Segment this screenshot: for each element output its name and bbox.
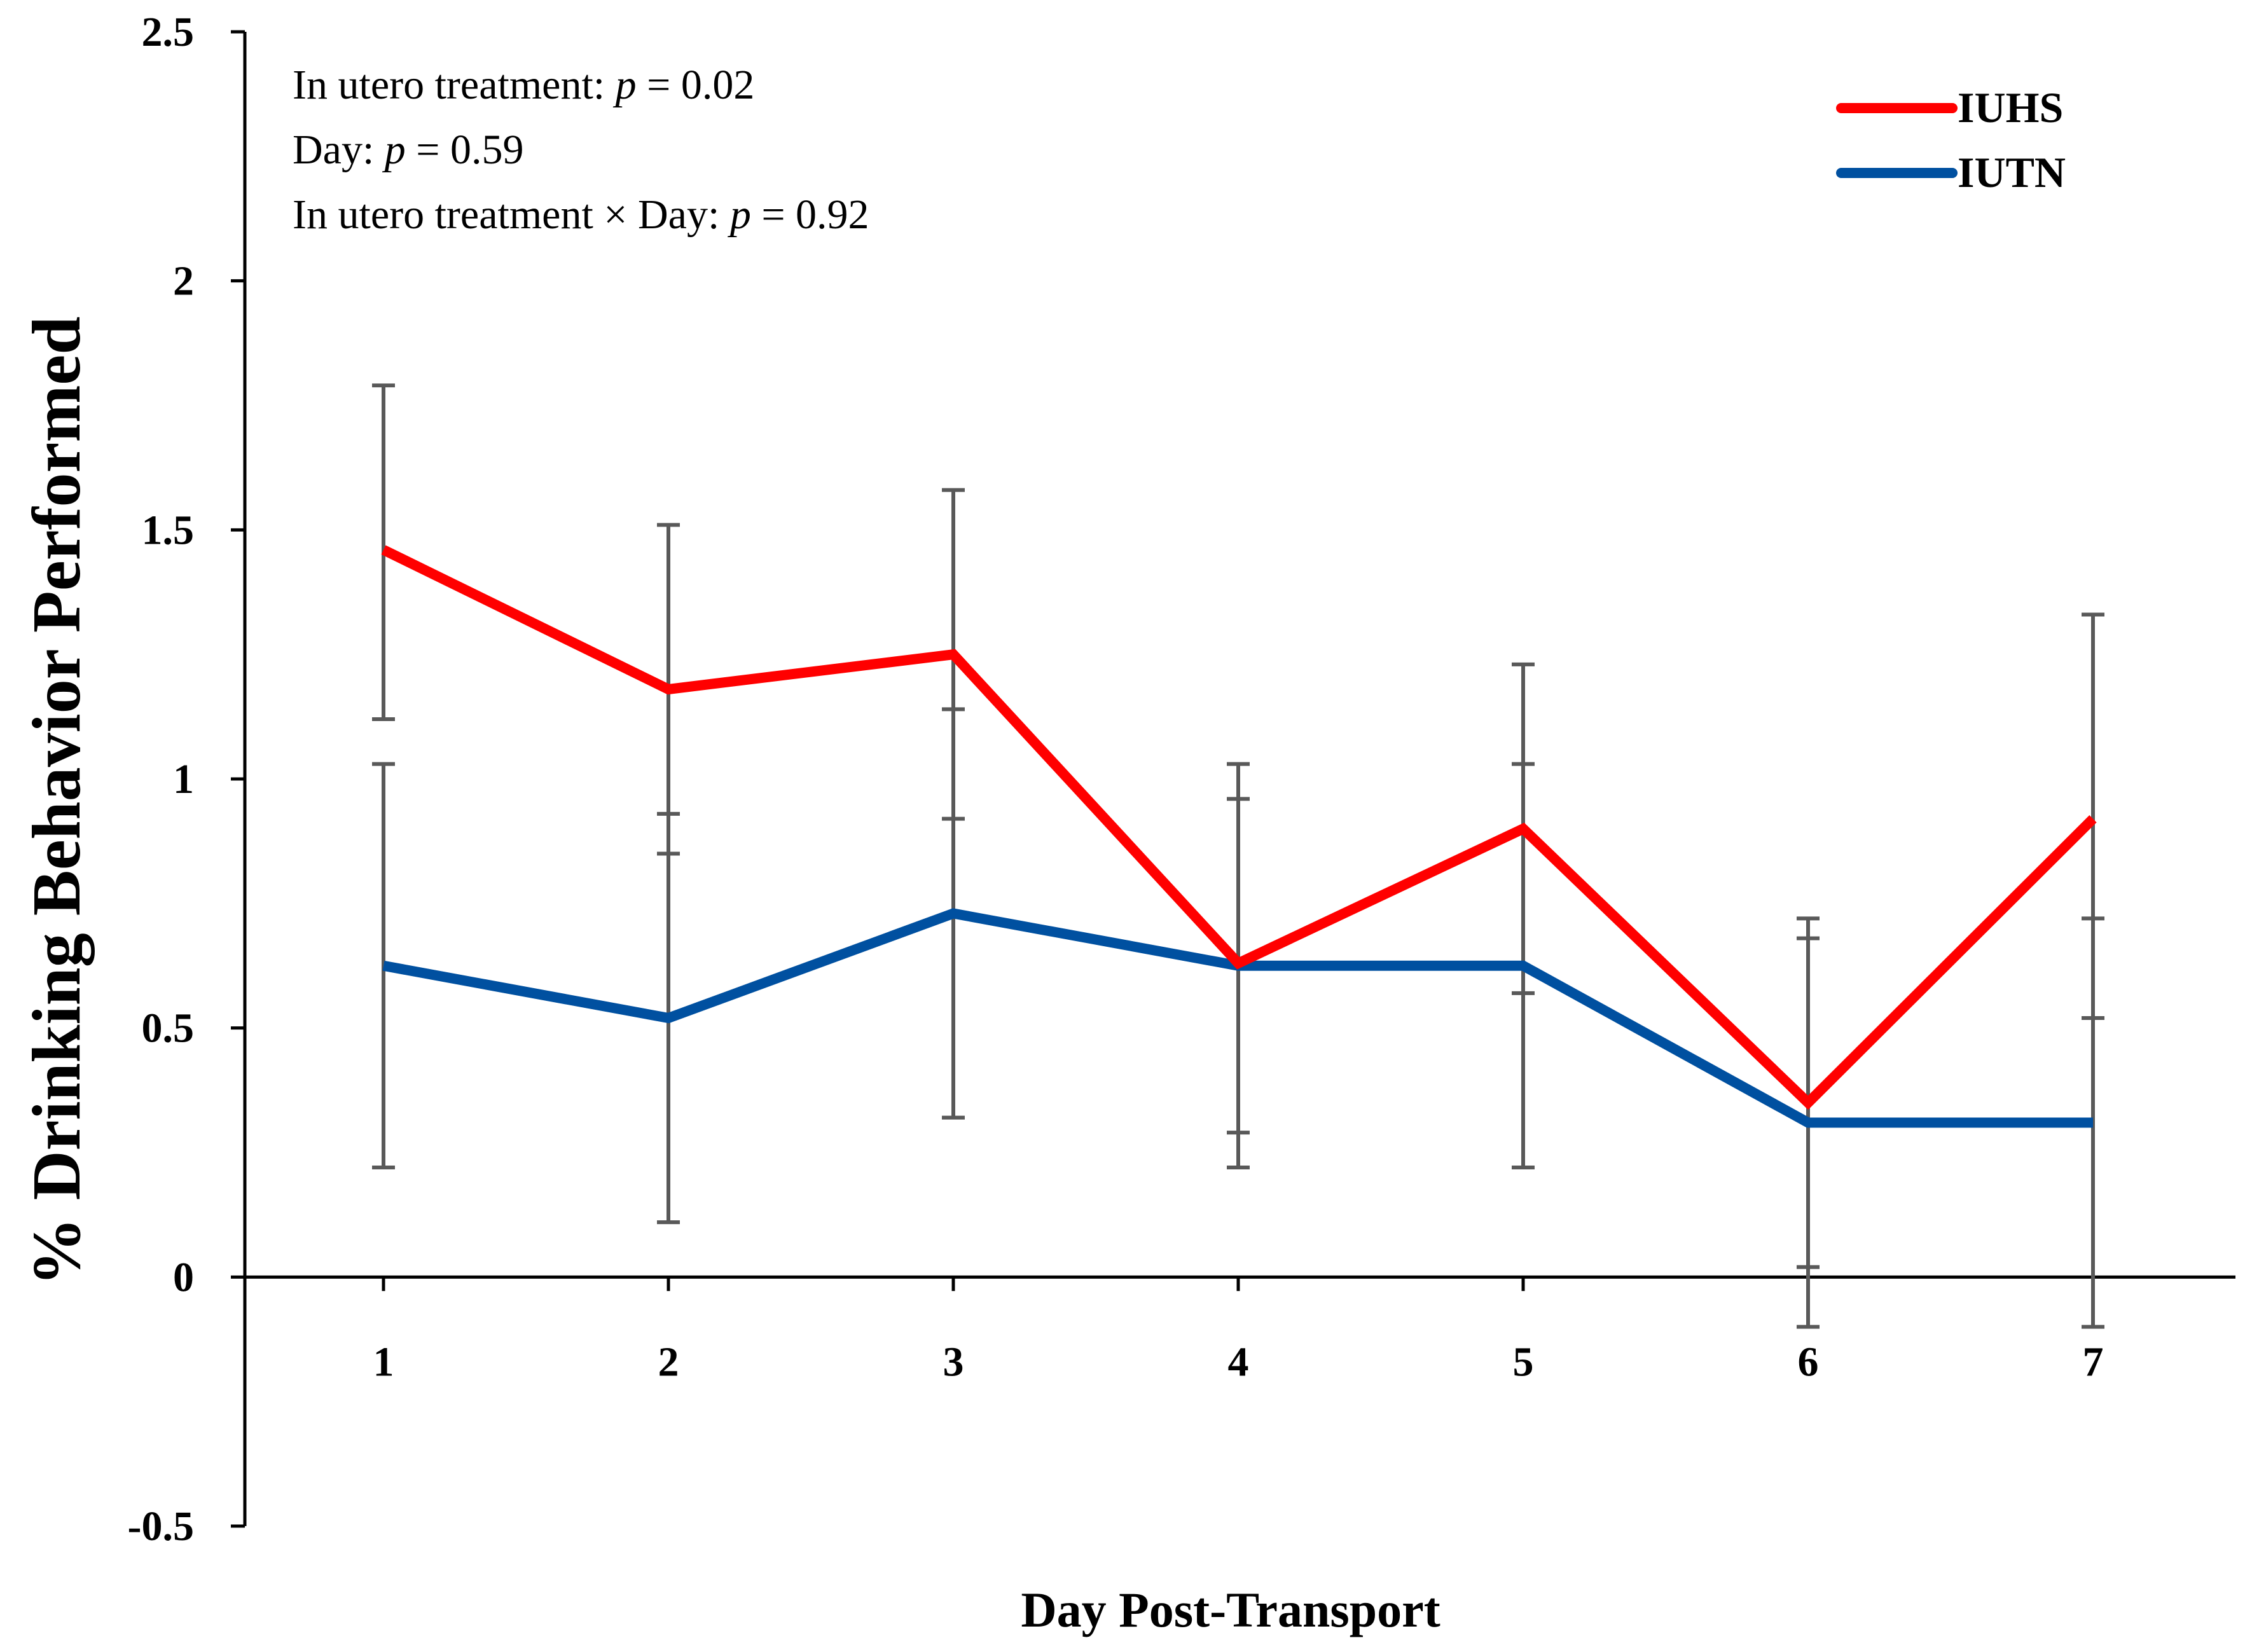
- y-axis-title: % Drinking Behavior Performed: [19, 317, 95, 1286]
- x-ticks: 1 2 3 4 5 6 7: [373, 1277, 2104, 1385]
- annotation-line: In utero treatment: p = 0.02: [293, 62, 754, 108]
- stats-annotations: In utero treatment: p = 0.02 Day: p = 0.5…: [293, 62, 869, 238]
- x-axis-title: Day Post-Transport: [1021, 1582, 1440, 1637]
- legend-label-iuhs: IUHS: [1958, 83, 2063, 132]
- x-tick-label: 2: [658, 1339, 679, 1385]
- x-tick-label: 7: [2083, 1339, 2104, 1385]
- y-tick-label: -0.5: [128, 1503, 194, 1550]
- annotation-line: Day: p = 0.59: [293, 127, 524, 173]
- y-tick-label: 1.5: [142, 507, 195, 553]
- x-tick-label: 1: [373, 1339, 394, 1385]
- annotation-line: In utero treatment × Day: p = 0.92: [293, 191, 869, 238]
- error-bars: [372, 383, 2104, 1329]
- y-tick-label: 2: [173, 258, 194, 305]
- series-line-iuhs: [381, 545, 2097, 1110]
- series-lines: [381, 545, 2097, 1128]
- x-tick-label: 5: [1513, 1339, 1534, 1385]
- x-tick-label: 3: [943, 1339, 964, 1385]
- y-ticks: -0.5 0 0.5 1 1.5 2 2.5: [128, 9, 245, 1550]
- legend-label-iutn: IUTN: [1958, 148, 2066, 196]
- x-tick-label: 4: [1228, 1339, 1249, 1385]
- x-tick-label: 6: [1798, 1339, 1819, 1385]
- y-tick-label: 1: [173, 756, 194, 802]
- y-tick-label: 0.5: [142, 1005, 195, 1052]
- legend: IUHS IUTN: [1836, 83, 2066, 196]
- y-tick-label: 2.5: [142, 9, 195, 55]
- y-tick-label: 0: [173, 1254, 194, 1300]
